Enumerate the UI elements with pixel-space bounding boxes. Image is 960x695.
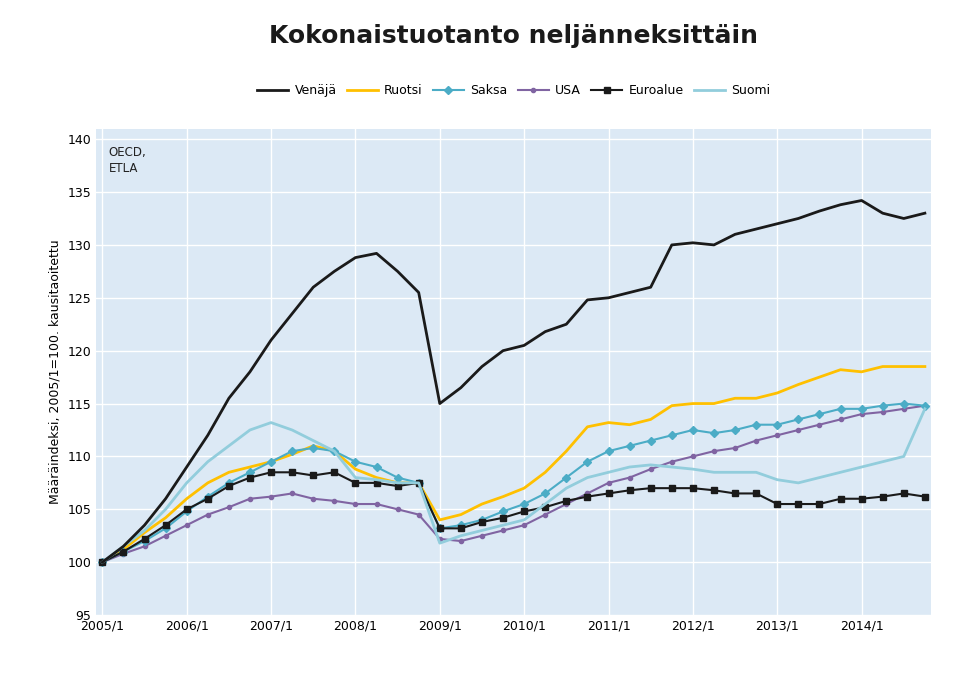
Legend: Venäjä, Ruotsi, Saksa, USA, Euroalue, Suomi: Venäjä, Ruotsi, Saksa, USA, Euroalue, Su… [252,79,775,102]
Text: Kokonaistuotanto neljänneksittäin: Kokonaistuotanto neljänneksittäin [269,24,758,49]
Y-axis label: Määräindeksi, 2005/1=100. kausitaoitettu: Määräindeksi, 2005/1=100. kausitaoitettu [49,240,61,504]
Text: OECD,
ETLA: OECD, ETLA [108,146,146,174]
Text: ELINKEINOELÄMÄN TUTKIMUSLAITOS, ETLA: ELINKEINOELÄMÄN TUTKIMUSLAITOS, ETLA [10,665,265,677]
Text: THE RESEARCH INSTITUTE OF THE FINNISH ECONOMY: THE RESEARCH INSTITUTE OF THE FINNISH EC… [10,683,324,694]
